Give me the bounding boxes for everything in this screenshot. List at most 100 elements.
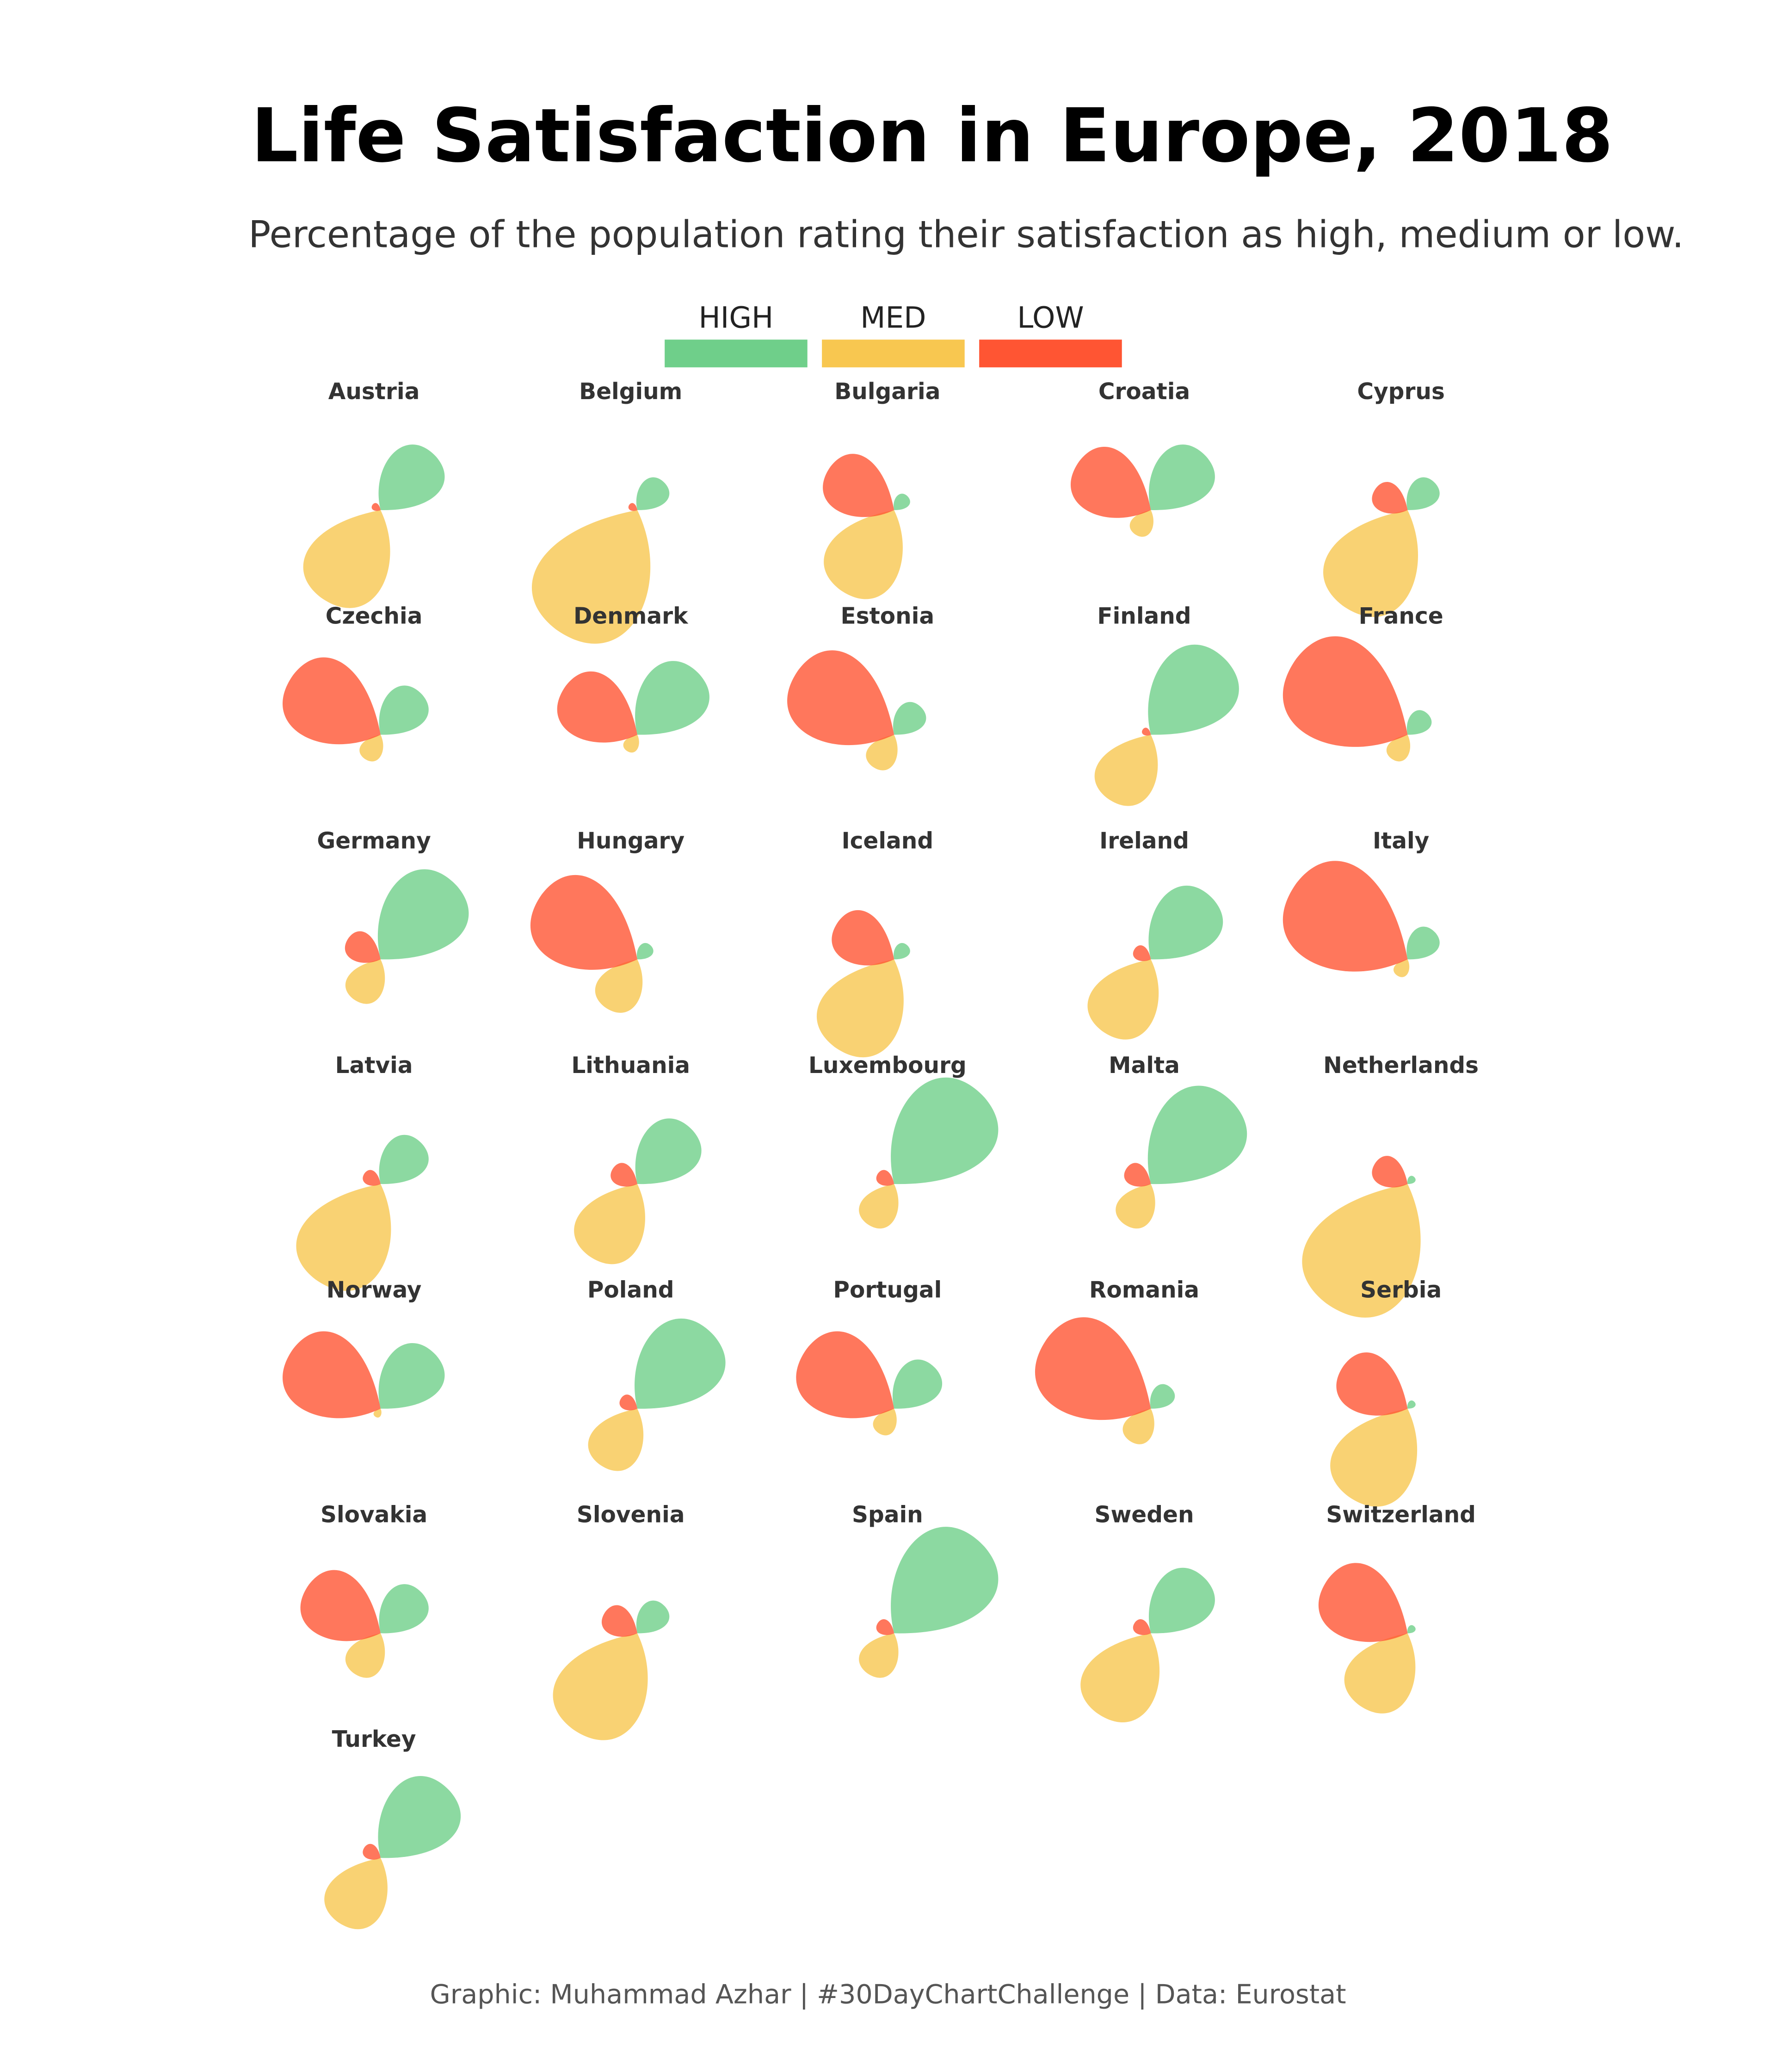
country-label: Poland	[587, 1277, 674, 1303]
country-label: Estonia	[841, 604, 935, 629]
petal	[894, 493, 910, 510]
petal	[1080, 1633, 1160, 1723]
country-label: Romania	[1089, 1277, 1199, 1303]
country-label: Cyprus	[1357, 379, 1444, 405]
petal	[378, 1343, 445, 1409]
petal	[1283, 861, 1408, 972]
petal	[636, 943, 654, 960]
petal	[636, 1600, 670, 1634]
country-label: Portugal	[833, 1277, 942, 1303]
petal	[1387, 734, 1410, 762]
petal	[602, 1605, 637, 1637]
legend-swatch	[979, 339, 1122, 368]
petal	[283, 1331, 381, 1418]
petal	[1406, 710, 1432, 735]
petal	[574, 1184, 645, 1264]
petal	[891, 1077, 999, 1184]
petal	[1149, 444, 1215, 510]
country-label: Norway	[327, 1277, 422, 1303]
country-label: Slovakia	[321, 1502, 427, 1528]
petal	[1116, 1184, 1155, 1229]
petal	[1124, 1163, 1151, 1187]
petal	[893, 702, 926, 735]
petal	[636, 477, 670, 510]
country-label: Ireland	[1099, 828, 1189, 854]
petal	[1394, 959, 1410, 977]
petal	[300, 1570, 381, 1641]
petal	[876, 1619, 894, 1635]
petal	[363, 1170, 381, 1186]
petal	[1071, 447, 1151, 518]
petal	[873, 1408, 897, 1436]
country-label: Latvia	[335, 1053, 413, 1079]
petal	[891, 1527, 999, 1634]
country-label: France	[1359, 604, 1443, 629]
country-label: Italy	[1373, 828, 1429, 854]
petal	[892, 1359, 943, 1409]
country-label: Denmark	[574, 604, 689, 629]
country-label: Hungary	[577, 828, 684, 854]
petal	[628, 503, 637, 511]
petal	[379, 685, 429, 735]
petal	[1406, 477, 1440, 510]
petal	[595, 959, 643, 1013]
chart-caption: Graphic: Muhammad Azhar | #30DayChartCha…	[430, 1979, 1346, 2010]
petal	[610, 1163, 637, 1187]
country-label: Slovenia	[577, 1502, 685, 1528]
petal	[1323, 510, 1418, 617]
petal	[824, 510, 903, 599]
petal	[894, 943, 910, 960]
petal	[1302, 1184, 1421, 1318]
petal	[1122, 1408, 1154, 1444]
petal	[1344, 1633, 1416, 1714]
country-label: Malta	[1109, 1053, 1180, 1079]
chart-title: Life Satisfaction in Europe, 2018	[251, 92, 1613, 179]
petal	[377, 869, 469, 960]
petal	[1330, 1408, 1418, 1507]
petal	[1035, 1317, 1151, 1420]
petal	[371, 503, 381, 511]
petal	[283, 657, 381, 745]
petal	[1407, 1400, 1416, 1409]
country-label: Sweden	[1094, 1502, 1194, 1528]
petal	[1283, 636, 1408, 747]
petal	[1372, 482, 1408, 514]
petal	[816, 959, 904, 1058]
petal	[553, 1633, 648, 1740]
legend-label: LOW	[1017, 301, 1084, 335]
country-label: Turkey	[332, 1727, 416, 1752]
country-label: Croatia	[1098, 379, 1190, 405]
petal	[345, 959, 385, 1004]
petal	[324, 1858, 388, 1929]
petal	[876, 1170, 894, 1186]
petal	[379, 1584, 429, 1634]
petal	[859, 1184, 899, 1229]
petal	[866, 734, 898, 771]
petal	[378, 1776, 461, 1858]
petal	[345, 1633, 385, 1678]
petal	[823, 454, 894, 517]
country-label: Serbia	[1360, 1277, 1442, 1303]
petal	[1148, 885, 1223, 960]
petal	[1336, 1352, 1408, 1416]
chart-subtitle: Percentage of the population rating thei…	[248, 213, 1684, 256]
country-label: Austria	[328, 379, 420, 405]
petal	[635, 1118, 702, 1184]
petal	[1150, 1384, 1175, 1409]
petal	[1406, 926, 1440, 960]
petal	[1129, 510, 1153, 537]
petal	[1407, 1625, 1416, 1634]
petal	[1087, 959, 1159, 1040]
petal	[363, 1844, 381, 1860]
petal	[1133, 1619, 1151, 1635]
petal	[796, 1331, 894, 1418]
petal	[859, 1633, 899, 1678]
legend-swatch	[665, 339, 808, 368]
petal	[1372, 1156, 1408, 1188]
petal	[787, 650, 894, 746]
legend-swatch	[822, 339, 965, 368]
petal	[1094, 734, 1158, 806]
petal	[359, 734, 383, 762]
country-label: Switzerland	[1326, 1502, 1476, 1528]
petal	[1147, 1085, 1247, 1184]
